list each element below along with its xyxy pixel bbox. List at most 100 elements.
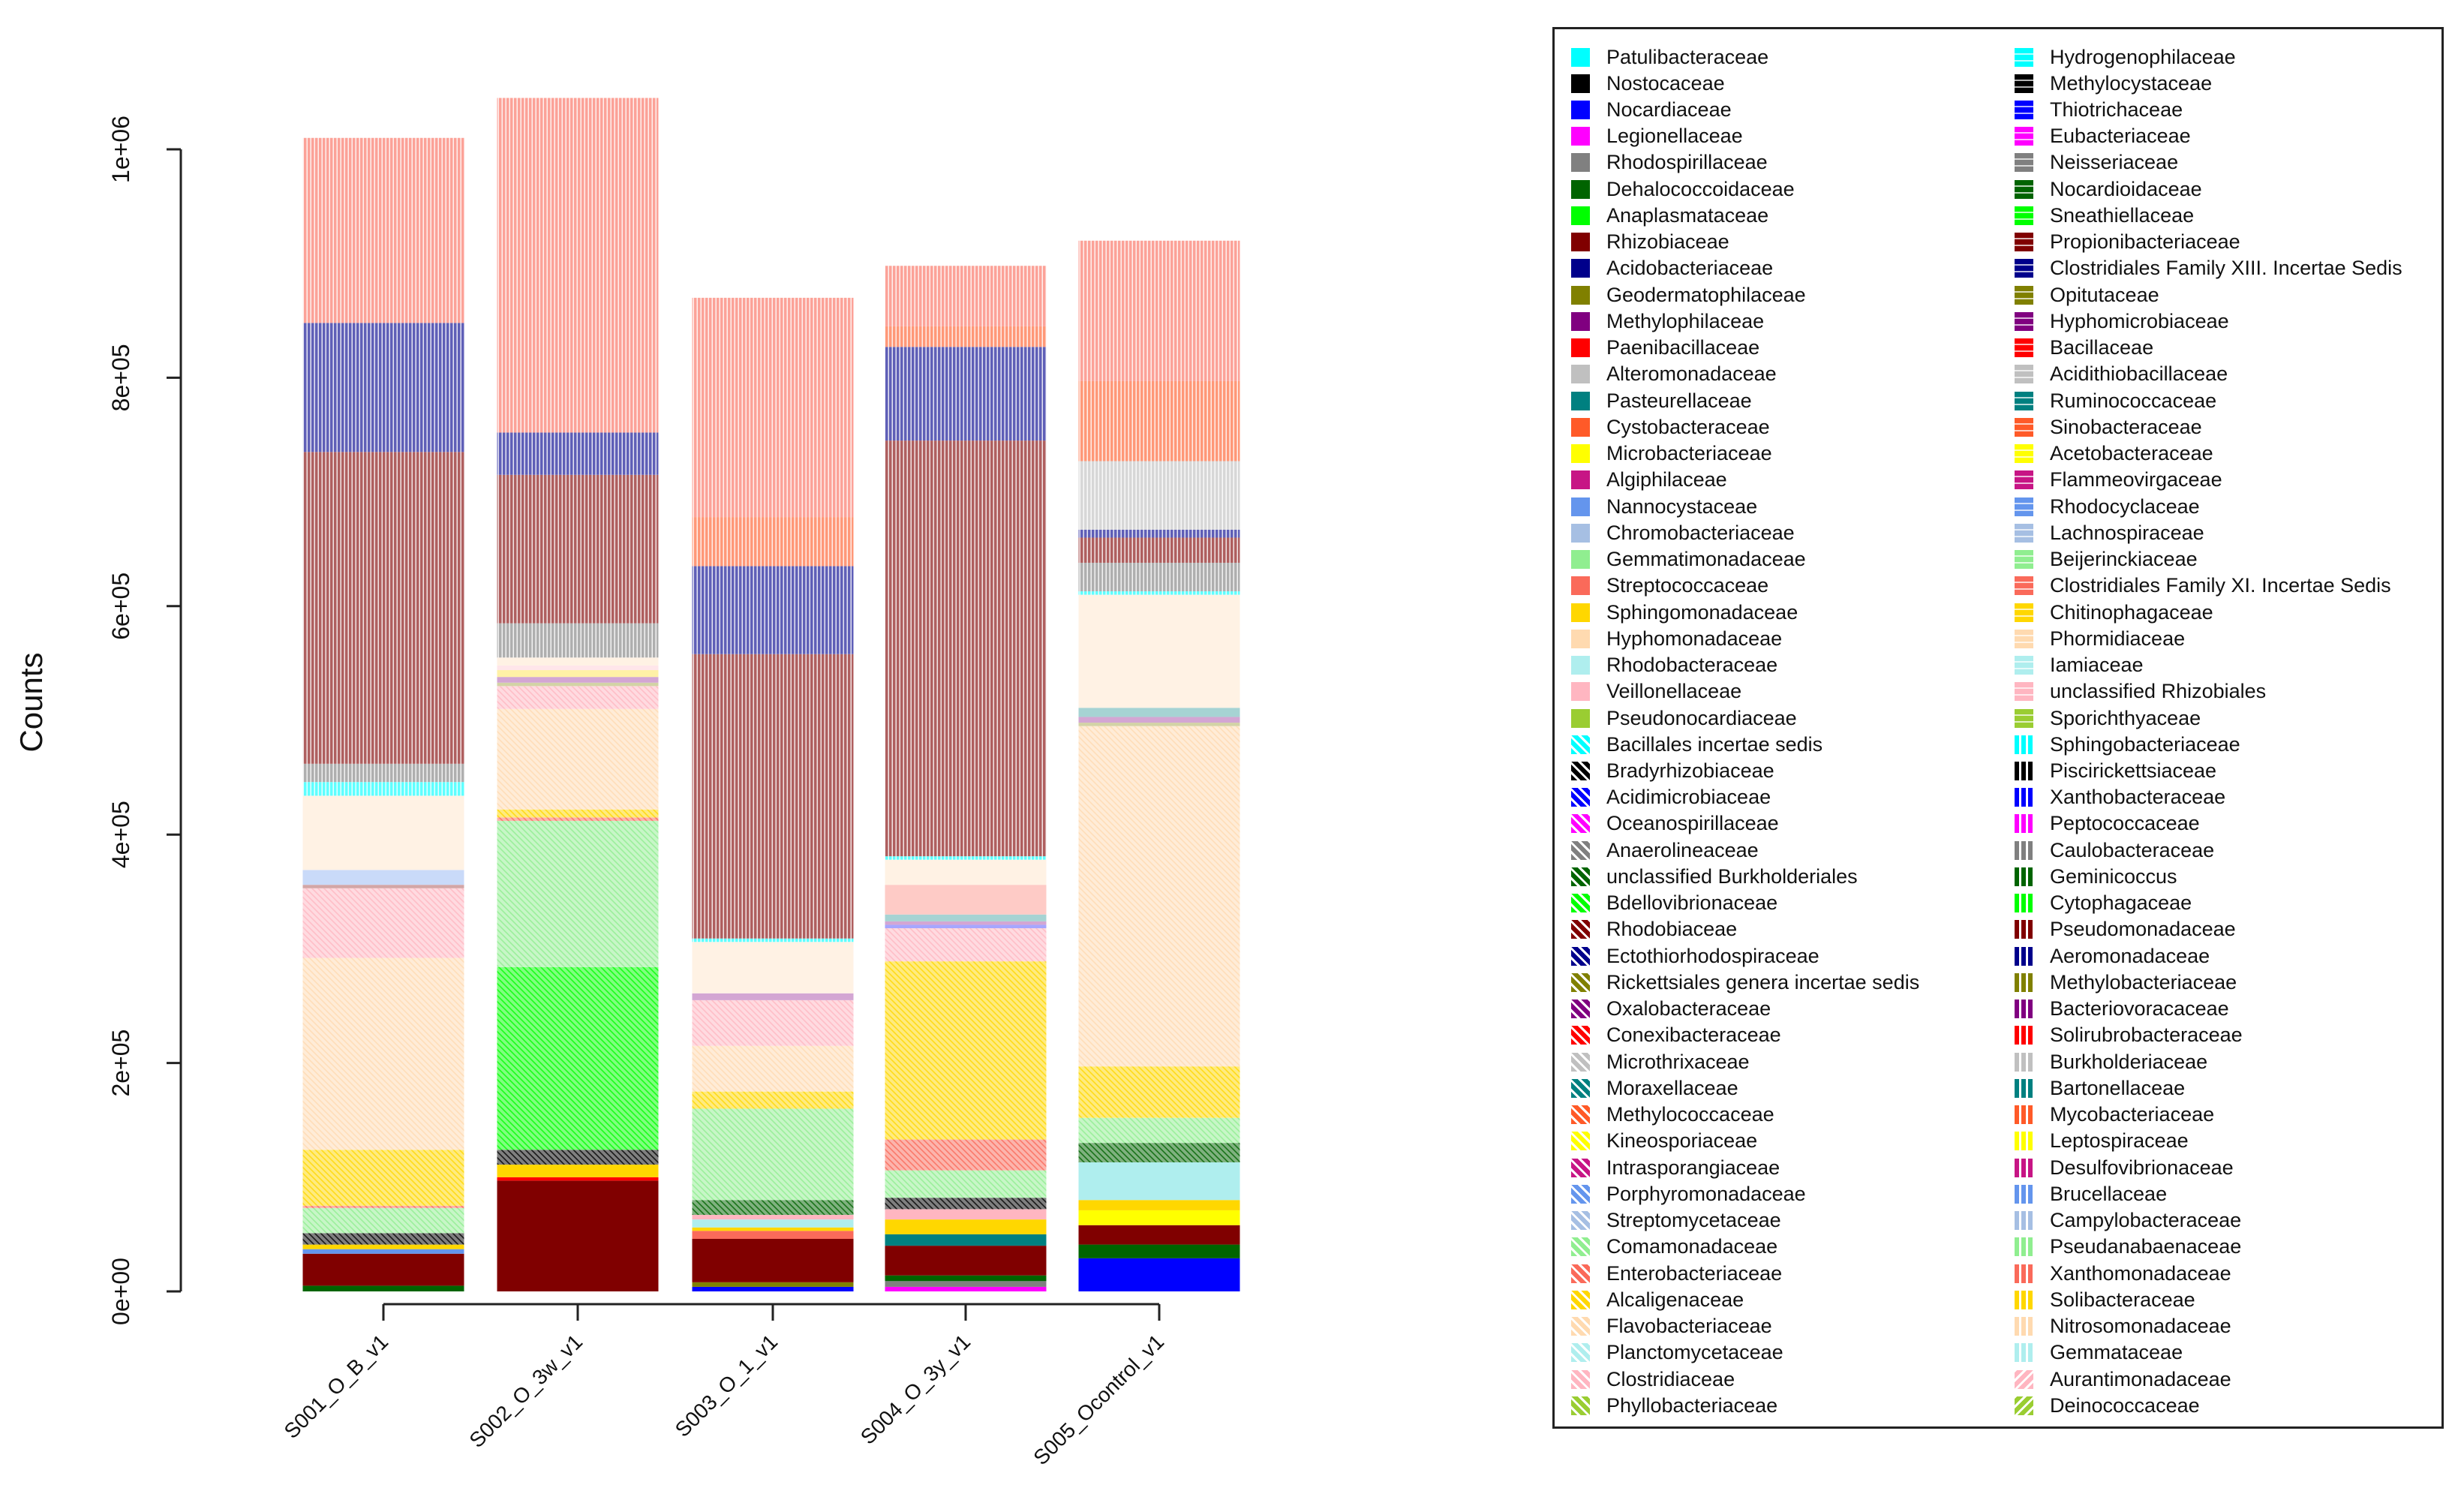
legend-label: Aurantimonadaceae <box>2050 1367 2231 1390</box>
legend-label: Sporichthyaceae <box>2050 706 2201 729</box>
legend-label: Bacillales incertae sedis <box>1606 732 1823 756</box>
legend-label: Patulibacteraceae <box>1606 45 1769 68</box>
bar-segment <box>1078 1210 1240 1225</box>
legend-label: Methylocystaceae <box>2050 71 2213 95</box>
legend-label: Acidimicrobiaceae <box>1606 786 1771 809</box>
legend-swatch <box>1571 1000 1590 1019</box>
legend-swatch <box>1571 1211 1590 1231</box>
legend-swatch <box>1571 523 1590 543</box>
legend-swatch <box>2015 814 2033 834</box>
bar-segment <box>497 1177 659 1181</box>
legend-item: Oxalobacteraceae <box>1571 997 1771 1022</box>
bar-segment <box>302 885 464 888</box>
legend-label: Bacillaceae <box>2050 336 2154 359</box>
legend-item: Cytophagaceae <box>2015 891 2192 916</box>
legend-label: Legionellaceae <box>1606 125 1743 148</box>
bar-segment <box>885 266 1047 326</box>
legend-item: Geodermatophilaceae <box>1571 282 1806 308</box>
legend-swatch <box>1571 894 1590 913</box>
legend-label: Xanthomonadaceae <box>2050 1261 2231 1285</box>
x-tick-label: S005_Ocontrol_v1 <box>1029 1330 1168 1469</box>
legend-item: Bartonellaceae <box>2015 1075 2185 1101</box>
legend-label: Piscirickettsiaceae <box>2050 759 2217 782</box>
bar-segment <box>302 1253 464 1286</box>
bar-segment <box>302 1233 464 1245</box>
bar-segment <box>497 432 659 475</box>
y-tick-label: 1e+06 <box>107 116 134 183</box>
legend-item: Clostridiales Family XIII. Incertae Sedi… <box>2015 256 2402 281</box>
legend-label: Bacteriovoracaceae <box>2050 997 2229 1021</box>
legend-label: Bradyrhizobiaceae <box>1606 759 1774 782</box>
legend-item: Microbacteriaceae <box>1571 441 1772 467</box>
legend-item: Gemmatimonadaceae <box>1571 547 1806 573</box>
legend-item: Methylococcaceae <box>1571 1102 1774 1128</box>
legend-label: Solirubrobacteraceae <box>2050 1024 2243 1047</box>
legend-item: Burkholderiaceae <box>2015 1049 2207 1075</box>
bar-segment <box>302 137 464 323</box>
legend-label: Iamiaceae <box>2050 654 2144 677</box>
legend-swatch <box>2015 523 2033 543</box>
legend-label: Neisseriaceae <box>2050 151 2179 174</box>
bar-segment <box>302 1150 464 1206</box>
legend-swatch <box>2015 1343 2033 1363</box>
bar-segment <box>1078 591 1240 595</box>
legend-item: Alcaligenaceae <box>1571 1287 1744 1312</box>
bar-segment <box>885 1246 1047 1276</box>
bar-S003_O_1_v1 <box>692 297 854 1291</box>
legend-label: Bdellovibrionaceae <box>1606 891 1778 915</box>
legend-item: Lachnospiraceae <box>2015 520 2204 546</box>
bar-S005_Ocontrol_v1 <box>1078 240 1240 1291</box>
legend-item: Leptospiraceae <box>2015 1129 2189 1154</box>
bar-segment <box>885 924 1047 929</box>
legend-label: Clostridiales Family XIII. Incertae Sedi… <box>2050 257 2402 280</box>
legend-swatch <box>2015 233 2033 252</box>
legend-item: Deinococcaceae <box>2015 1393 2200 1418</box>
legend-item: Pseudonocardiaceae <box>1571 705 1797 731</box>
bar-segment <box>692 1286 854 1291</box>
legend-swatch <box>2015 1237 2033 1257</box>
bar-segment <box>885 1281 1047 1287</box>
legend-label: Hyphomonadaceae <box>1606 627 1783 650</box>
bar-segment <box>497 670 659 678</box>
legend-item: Paenibacillaceae <box>1571 335 1759 361</box>
bar-segment <box>302 870 464 885</box>
legend-item: Anaerolineaceae <box>1571 837 1759 863</box>
legend-label: Flavobacteriaceae <box>1606 1315 1772 1338</box>
legend-swatch <box>1571 233 1590 252</box>
legend-item: Streptococcaceae <box>1571 573 1768 599</box>
legend-swatch <box>2015 894 2033 913</box>
legend-swatch <box>2015 920 2033 939</box>
bar-segment <box>1078 537 1240 563</box>
legend-label: Clostridiales Family XI. Incertae Sedis <box>2050 574 2391 597</box>
bar-segment <box>1078 562 1240 592</box>
bar-segment <box>885 1139 1047 1171</box>
legend-item: Bacillales incertae sedis <box>1571 732 1822 757</box>
legend-item: Peptococcaceae <box>2015 811 2200 837</box>
legend-swatch <box>1571 629 1590 648</box>
legend-item: Sphingomonadaceae <box>1571 600 1798 625</box>
legend-item: Aurantimonadaceae <box>2015 1366 2231 1392</box>
legend-item: Piscirickettsiaceae <box>2015 758 2216 783</box>
legend-label: Nocardiaceae <box>1606 98 1732 121</box>
legend-item: Streptomycetaceae <box>1571 1208 1781 1234</box>
legend-item: Neisseriaceae <box>2015 150 2178 176</box>
bar-segment <box>497 682 659 687</box>
legend-swatch <box>2015 417 2033 437</box>
legend-item: Sneathiellaceae <box>2015 203 2194 228</box>
legend-item: Cystobacteraceae <box>1571 414 1770 440</box>
legend-label: Cytophagaceae <box>2050 891 2192 915</box>
legend-label: Deinococcaceae <box>2050 1393 2200 1417</box>
bar-segment <box>1078 1143 1240 1163</box>
bar-segment <box>885 1209 1047 1220</box>
legend-swatch <box>1571 972 1590 992</box>
bar-segment <box>1078 726 1240 1067</box>
legend-label: Rhodospirillaceae <box>1606 151 1768 174</box>
legend-swatch <box>2015 1000 2033 1019</box>
legend-swatch <box>2015 1132 2033 1151</box>
legend-item: Acetobacteraceae <box>2015 441 2213 467</box>
bar-segment <box>1078 1162 1240 1201</box>
legend-item: Aeromonadaceae <box>2015 943 2210 969</box>
legend-label: Solibacteraceae <box>2050 1288 2195 1311</box>
legend-item: Nocardioidaceae <box>2015 176 2202 202</box>
